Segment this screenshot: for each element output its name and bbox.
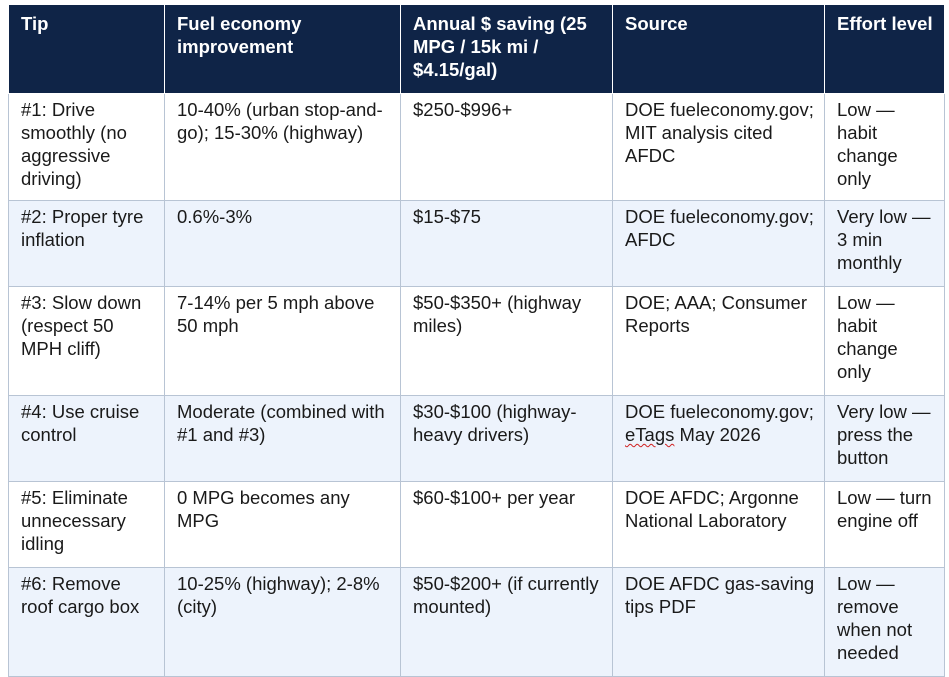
- table-row: #4: Use cruise control Moderate (combine…: [8, 395, 945, 482]
- cell-tip: #3: Slow down (respect 50 MPH cliff): [8, 286, 165, 396]
- spellcheck-flagged-word[interactable]: eTags: [625, 424, 675, 445]
- cell-improvement: 7-14% per 5 mph above 50 mph: [164, 286, 401, 396]
- cell-improvement: 10-25% (highway); 2-8% (city): [164, 567, 401, 677]
- cell-effort: Very low — press the button: [824, 395, 945, 482]
- table-row: #1: Drive smoothly (no aggressive drivin…: [8, 93, 945, 201]
- cell-source: DOE fueleconomy.gov; AFDC: [612, 200, 825, 287]
- cell-source: DOE fueleconomy.gov; MIT analysis cited …: [612, 93, 825, 201]
- cell-tip: #5: Eliminate unnecessary idling: [8, 481, 165, 568]
- cell-saving: $50-$200+ (if currently mounted): [400, 567, 613, 677]
- table-header: Tip Fuel economy improvement Annual $ sa…: [8, 4, 945, 94]
- cell-effort: Very low — 3 min monthly: [824, 200, 945, 287]
- table-row: #6: Remove roof cargo box 10-25% (highwa…: [8, 567, 945, 677]
- cell-saving: $250-$996+: [400, 93, 613, 201]
- cell-effort: Low — turn engine off: [824, 481, 945, 568]
- header-tip: Tip: [8, 4, 165, 94]
- fuel-saving-tips-table: Tip Fuel economy improvement Annual $ sa…: [8, 4, 945, 677]
- source-text-tail: May 2026: [674, 424, 761, 445]
- cell-tip: #4: Use cruise control: [8, 395, 165, 482]
- cell-source: DOE AFDC; Argonne National Laboratory: [612, 481, 825, 568]
- cell-effort: Low — habit change only: [824, 286, 945, 396]
- cell-saving: $30-$100 (highway-heavy drivers): [400, 395, 613, 482]
- header-row: Tip Fuel economy improvement Annual $ sa…: [8, 4, 945, 94]
- table-body: #1: Drive smoothly (no aggressive drivin…: [8, 93, 945, 677]
- cell-source: DOE; AAA; Consumer Reports: [612, 286, 825, 396]
- table-row: #2: Proper tyre inflation 0.6%-3% $15-$7…: [8, 200, 945, 287]
- source-text: DOE fueleconomy.gov;: [625, 401, 814, 422]
- header-fuel-economy-improvement: Fuel economy improvement: [164, 4, 401, 94]
- cell-source: DOE AFDC gas-saving tips PDF: [612, 567, 825, 677]
- cell-saving: $15-$75: [400, 200, 613, 287]
- cell-tip: #6: Remove roof cargo box: [8, 567, 165, 677]
- cell-improvement: Moderate (combined with #1 and #3): [164, 395, 401, 482]
- cell-improvement: 0.6%-3%: [164, 200, 401, 287]
- header-annual-saving: Annual $ saving (25 MPG / 15k mi / $4.15…: [400, 4, 613, 94]
- cell-source: DOE fueleconomy.gov; eTags May 2026: [612, 395, 825, 482]
- cell-saving: $60-$100+ per year: [400, 481, 613, 568]
- cell-tip: #2: Proper tyre inflation: [8, 200, 165, 287]
- header-source: Source: [612, 4, 825, 94]
- cell-improvement: 10-40% (urban stop-and-go); 15-30% (high…: [164, 93, 401, 201]
- cell-improvement: 0 MPG becomes any MPG: [164, 481, 401, 568]
- cell-tip: #1: Drive smoothly (no aggressive drivin…: [8, 93, 165, 201]
- header-effort-level: Effort level: [824, 4, 945, 94]
- cell-effort: Low — remove when not needed: [824, 567, 945, 677]
- cell-saving: $50-$350+ (highway miles): [400, 286, 613, 396]
- cell-effort: Low — habit change only: [824, 93, 945, 201]
- table-row: #5: Eliminate unnecessary idling 0 MPG b…: [8, 481, 945, 568]
- table-row: #3: Slow down (respect 50 MPH cliff) 7-1…: [8, 286, 945, 396]
